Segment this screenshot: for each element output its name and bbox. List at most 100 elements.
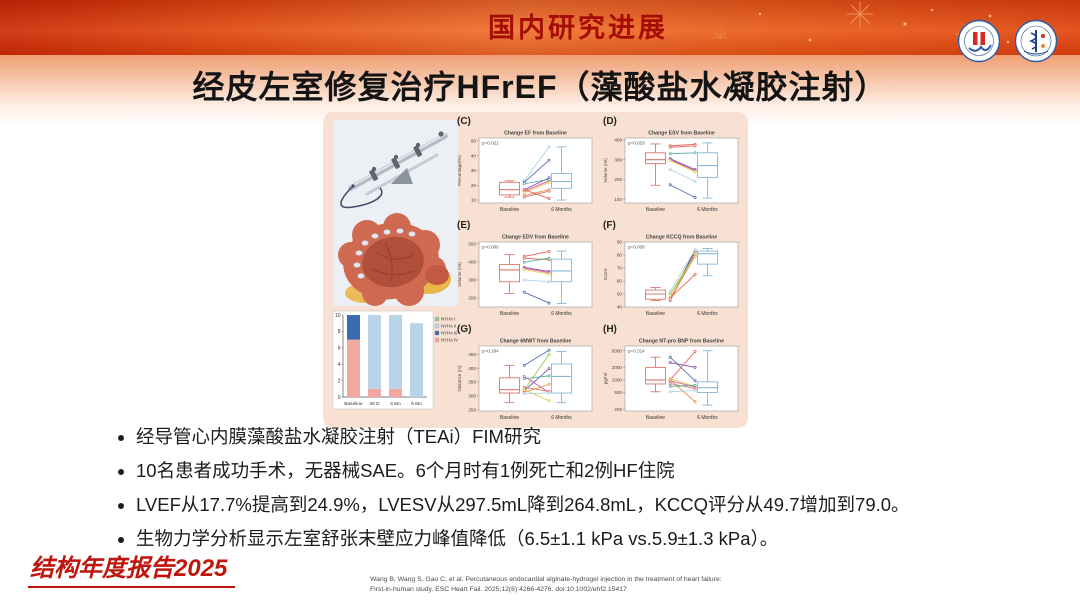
svg-text:400: 400 xyxy=(468,366,476,371)
catheter-device-image xyxy=(333,120,458,213)
svg-text:Change EDV from Baseline: Change EDV from Baseline xyxy=(502,235,569,241)
svg-text:8: 8 xyxy=(338,329,341,335)
bullet-item: 生物力学分析显示左室舒张末壁应力峰值降低（6.5±1.1 kPa vs.5.9±… xyxy=(136,526,1036,551)
svg-text:250: 250 xyxy=(468,407,476,412)
svg-text:300: 300 xyxy=(468,393,476,398)
svg-text:Volume (ml): Volume (ml) xyxy=(603,158,608,183)
bullet-item: 经导管心内膜藻酸盐水凝胶注射（TEAi）FIM研究 xyxy=(136,424,1036,449)
panel-d: (D) Change ESV from Baseline p=0.029 100 20… xyxy=(601,115,745,218)
svg-text:500: 500 xyxy=(468,242,476,247)
svg-text:Change ESV from Baseline: Change ESV from Baseline xyxy=(648,131,715,137)
svg-text:Baseline: Baseline xyxy=(646,415,665,421)
svg-text:6 Months: 6 Months xyxy=(551,311,572,317)
svg-text:Change 6MWT from Baseline: Change 6MWT from Baseline xyxy=(500,339,572,345)
svg-text:80: 80 xyxy=(617,253,623,258)
svg-text:p=0.086: p=0.086 xyxy=(482,245,499,250)
svg-text:60: 60 xyxy=(617,279,623,284)
org-logo-right xyxy=(1014,19,1058,63)
svg-text:Baseline: Baseline xyxy=(500,207,519,213)
svg-text:Distance (m): Distance (m) xyxy=(457,365,462,392)
panel-e: (E) Change EDV from Baseline p=0.086 200 30… xyxy=(455,219,599,322)
svg-text:p=0.184: p=0.184 xyxy=(482,349,499,354)
citation-line-1: Wang B, Wang S, Gao C, et al. Percutaneo… xyxy=(370,576,722,583)
svg-text:1000: 1000 xyxy=(612,378,623,383)
svg-text:200: 200 xyxy=(614,177,622,182)
svg-text:NYHA I: NYHA I xyxy=(441,317,455,322)
svg-text:Baseline: Baseline xyxy=(500,311,519,317)
heart-cross-section-image xyxy=(333,213,458,306)
svg-text:30: 30 xyxy=(471,168,477,173)
panel-c: (C) Change EF from Baseline p=0.021 10 20 30… xyxy=(455,115,599,218)
svg-text:6 Months: 6 Months xyxy=(551,207,572,213)
svg-text:3 Mo: 3 Mo xyxy=(390,401,401,407)
figure-panel: 0 2 4 6 8 10 Baseline 30 D 3 Mo 6 Mo NYHA I NYHA II… xyxy=(323,112,748,428)
bullet-item: 10名患者成功手术，无器械SAE。6个月时有1例死亡和2例HF住院 xyxy=(136,458,1036,483)
svg-text:300: 300 xyxy=(614,157,622,162)
svg-text:NYHA III: NYHA III xyxy=(441,331,457,336)
svg-text:0: 0 xyxy=(338,395,341,401)
panel-label-c: (C) xyxy=(457,116,471,127)
svg-text:2000: 2000 xyxy=(612,365,623,370)
svg-text:5000: 5000 xyxy=(612,348,623,353)
svg-text:450: 450 xyxy=(468,352,476,357)
svg-text:Volume (ml): Volume (ml) xyxy=(457,262,462,287)
svg-text:Baseline: Baseline xyxy=(344,401,363,407)
svg-text:6: 6 xyxy=(338,346,341,352)
svg-text:Change NT-pro BNP from Baselin: Change NT-pro BNP from Baseline xyxy=(639,339,724,345)
svg-text:20: 20 xyxy=(471,183,477,188)
svg-text:40: 40 xyxy=(617,305,623,310)
panel-label-d: (D) xyxy=(603,116,617,127)
figure-images xyxy=(333,120,458,306)
svg-text:NYHA II: NYHA II xyxy=(441,324,456,329)
svg-text:6 Mo: 6 Mo xyxy=(411,401,422,407)
svg-text:Percentage(%): Percentage(%) xyxy=(457,155,462,186)
svg-text:40: 40 xyxy=(471,153,477,158)
svg-text:NYHA IV: NYHA IV xyxy=(441,338,458,343)
svg-text:Baseline: Baseline xyxy=(500,415,519,421)
panel-label-f: (F) xyxy=(603,220,616,231)
svg-text:Baseline: Baseline xyxy=(646,207,665,213)
panel-h: (H) Change NT-pro BNP from Baseline p=0.3… xyxy=(601,323,745,426)
slide-title: 经皮左室修复治疗HFrEF（藻酸盐水凝胶注射） xyxy=(192,69,888,105)
svg-text:pg/ml: pg/ml xyxy=(603,373,608,384)
svg-text:400: 400 xyxy=(468,260,476,265)
svg-text:p=0.029: p=0.029 xyxy=(628,141,645,146)
header-banner: 国内研究进展 xyxy=(0,0,1080,55)
svg-text:50: 50 xyxy=(617,292,623,297)
citation: Wang B, Wang S, Gao C, et al. Percutaneo… xyxy=(370,575,722,594)
svg-text:Baseline: Baseline xyxy=(646,311,665,317)
svg-text:Change EF from Baseline: Change EF from Baseline xyxy=(504,131,567,137)
svg-text:90: 90 xyxy=(617,240,623,245)
svg-text:2: 2 xyxy=(338,378,341,384)
svg-text:6 Months: 6 Months xyxy=(697,311,718,317)
nyha-bar-chart: 0 2 4 6 8 10 Baseline 30 D 3 Mo 6 Mo NYHA I NYHA II… xyxy=(332,310,458,410)
svg-text:Score: Score xyxy=(603,268,608,280)
panel-label-e: (E) xyxy=(457,220,471,231)
svg-text:6 Months: 6 Months xyxy=(697,207,718,213)
chart-grid: (C) Change EF from Baseline p=0.021 10 20 30… xyxy=(455,115,747,427)
svg-text:100: 100 xyxy=(614,197,622,202)
svg-text:300: 300 xyxy=(468,278,476,283)
svg-text:400: 400 xyxy=(614,138,622,143)
boxplot-ef: Change EF from Baseline p=0.021 10 20 30 40 50… xyxy=(457,131,593,213)
svg-text:70: 70 xyxy=(617,266,623,271)
svg-text:50: 50 xyxy=(471,139,477,144)
svg-text:10: 10 xyxy=(471,198,477,203)
svg-text:6 Months: 6 Months xyxy=(697,415,718,421)
section-title: 国内研究进展 xyxy=(488,13,668,43)
svg-text:4: 4 xyxy=(338,362,341,368)
panel-f: (F) Change KCCQ from Baseline p=0.008 40 50… xyxy=(601,219,745,322)
boxplot-ntprobnp: Change NT-pro BNP from Baseline p=0.314 20… xyxy=(603,339,739,421)
svg-text:200: 200 xyxy=(614,407,622,412)
org-logo-left xyxy=(957,19,1001,63)
svg-text:p=0.314: p=0.314 xyxy=(628,349,645,354)
panel-label-g: (G) xyxy=(457,324,472,335)
panel-label-h: (H) xyxy=(603,324,617,335)
svg-text:500: 500 xyxy=(614,390,622,395)
panel-g: (G) Change 6MWT from Baseline p=0.184 250 3… xyxy=(455,323,599,426)
